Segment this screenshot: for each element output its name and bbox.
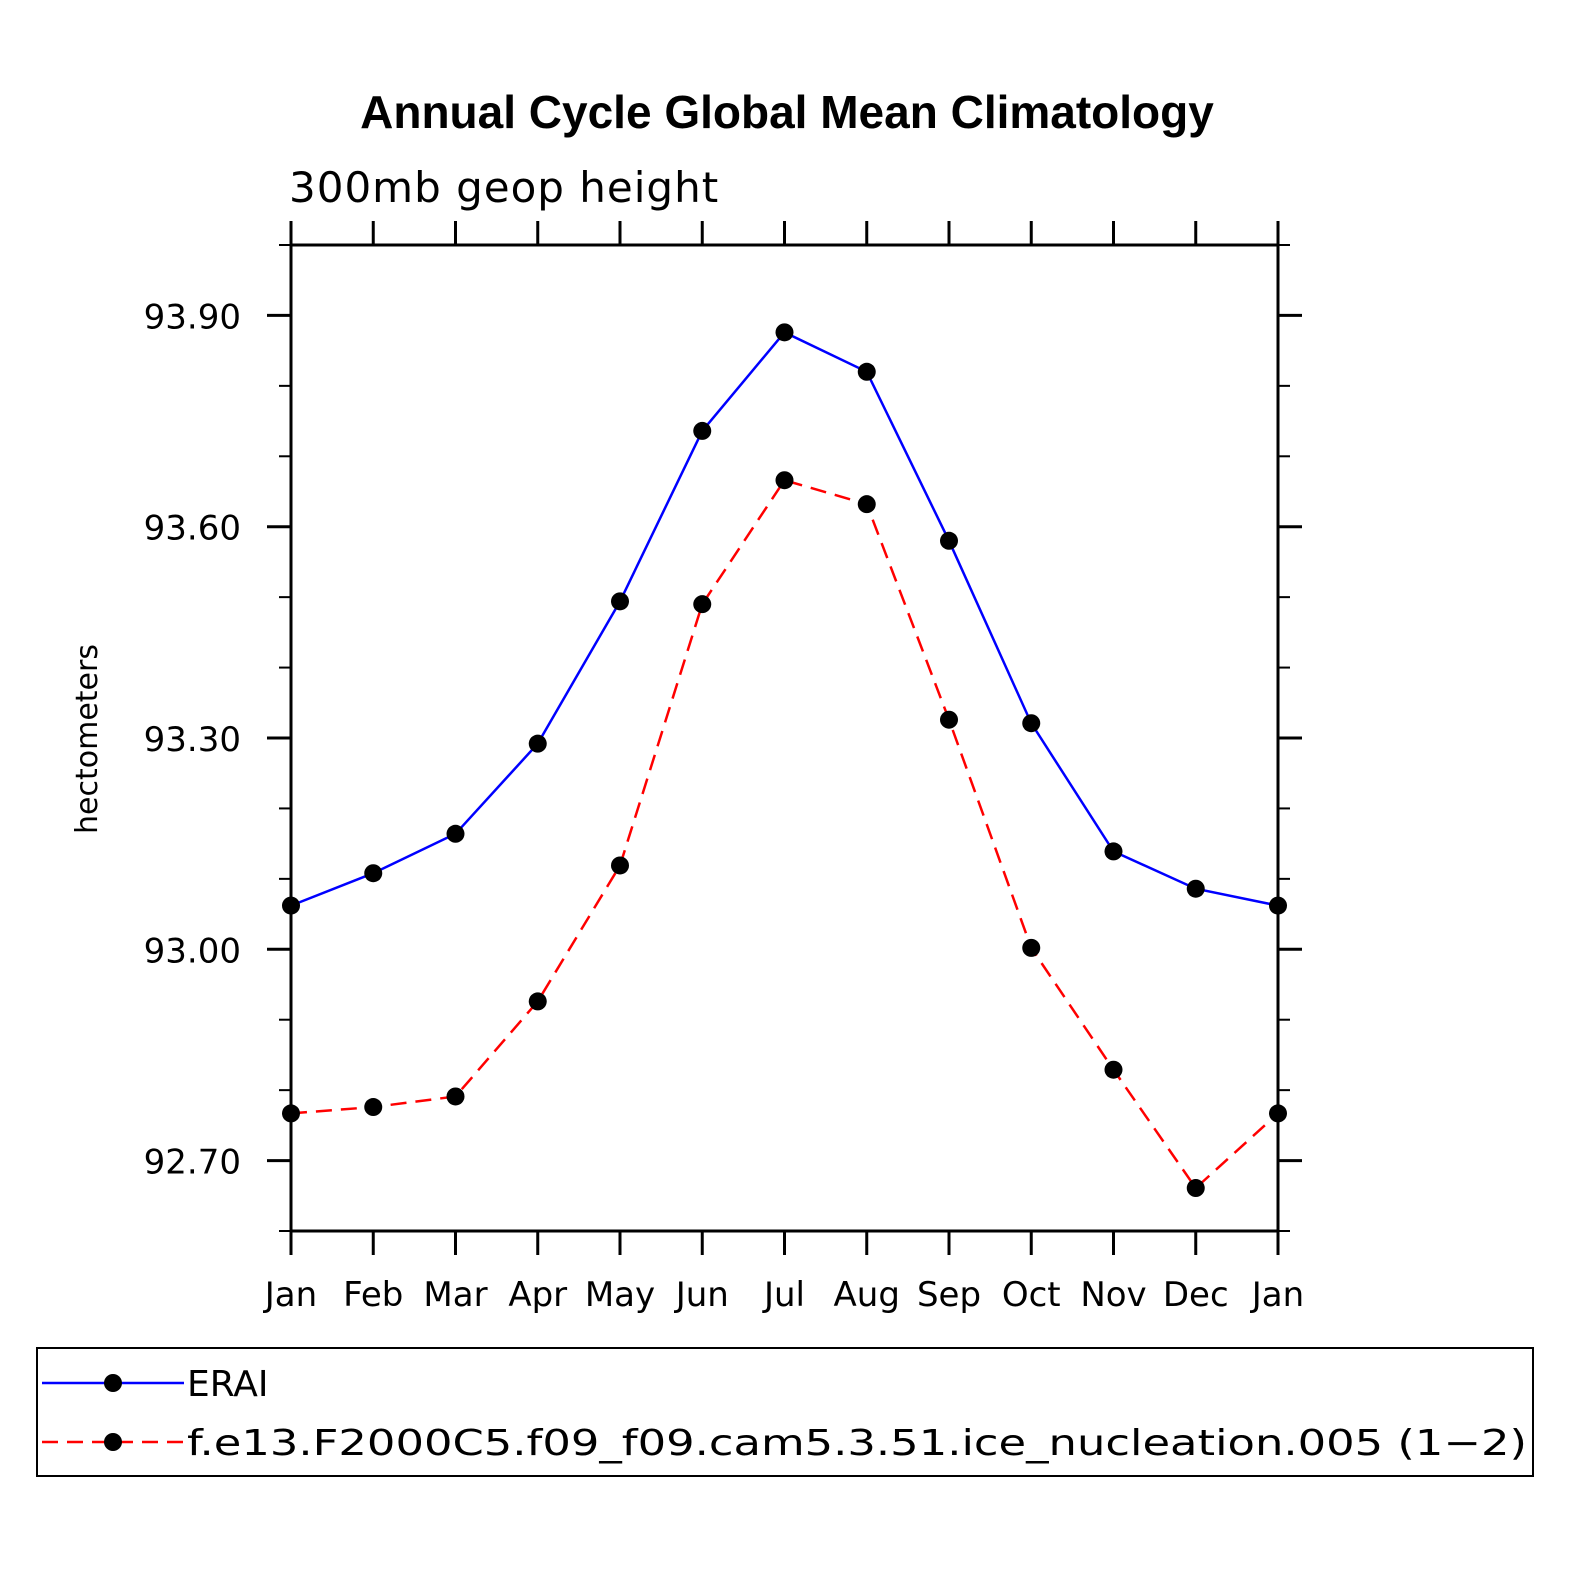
data-point-model <box>1269 1104 1287 1123</box>
data-point-erai <box>693 421 712 440</box>
data-point-model <box>1104 1060 1123 1079</box>
data-point-model <box>857 495 876 514</box>
data-point-model <box>1186 1179 1205 1198</box>
data-point-model <box>940 710 958 729</box>
series-line-model <box>290 478 1279 1190</box>
x-tick-label: Jul <box>762 1275 805 1315</box>
data-point-model <box>1022 938 1041 957</box>
x-tick-label: Sep <box>917 1275 981 1315</box>
legend-marker-erai <box>104 1374 122 1392</box>
data-point-model <box>693 595 712 614</box>
data-point-erai <box>282 896 300 915</box>
plot-frame <box>289 243 1280 1233</box>
data-point-erai <box>940 531 958 550</box>
data-point-model <box>364 1098 383 1117</box>
x-tick-label: Mar <box>423 1275 487 1315</box>
data-point-erai <box>857 362 876 381</box>
legend: ERAI f.e13.F2000C5.f09_f09.cam5.3.51.ice… <box>36 1347 1534 1477</box>
x-tick-label: Dec <box>1163 1275 1229 1315</box>
y-tick-label: 92.70 <box>144 1143 241 1183</box>
legend-label-model: f.e13.F2000C5.f09_f09.cam5.3.51.ice_nucl… <box>187 1423 1527 1464</box>
y-axis-label: hectometers <box>70 644 105 834</box>
chart-title: Annual Cycle Global Mean Climatology <box>360 86 1214 138</box>
data-point-erai <box>1022 714 1041 733</box>
data-point-model <box>775 471 794 490</box>
legend-label-erai: ERAI <box>187 1364 269 1405</box>
legend-box <box>36 1347 1534 1477</box>
data-point-model <box>611 856 629 875</box>
data-point-erai <box>1104 842 1123 861</box>
data-point-erai <box>364 864 383 883</box>
y-tick-label: 93.30 <box>144 720 241 760</box>
data-point-erai <box>775 323 794 342</box>
data-point-erai <box>611 592 629 611</box>
data-point-model <box>528 992 547 1011</box>
y-tick-label: 93.90 <box>144 297 241 337</box>
x-tick-label: Jun <box>674 1275 729 1315</box>
data-point-erai <box>446 824 465 843</box>
x-tick-label: Nov <box>1080 1275 1146 1315</box>
chart-subtitle: 300mb geop height <box>289 163 719 212</box>
data-point-erai <box>1269 896 1287 915</box>
legend-marker-model <box>104 1433 122 1451</box>
y-tick-label: 93.60 <box>144 509 241 549</box>
x-tick-label: Aug <box>834 1275 900 1315</box>
x-tick-label: Feb <box>343 1275 403 1315</box>
x-tick-label: Oct <box>1002 1275 1061 1315</box>
data-point-model <box>446 1087 465 1106</box>
data-point-model <box>282 1104 300 1123</box>
x-tick-label: Jan <box>263 1275 317 1315</box>
x-tick-label: Jan <box>1250 1275 1304 1315</box>
series-line-erai <box>290 330 1279 907</box>
x-tick-label: May <box>585 1275 655 1315</box>
y-tick-label: 93.00 <box>144 931 241 971</box>
data-point-erai <box>1186 879 1205 898</box>
axis-ticks: Jan Feb Mar Apr May Jun Jul Aug Sep Oct Nov Dec Jan 9… <box>144 221 1304 1315</box>
series-layer <box>282 323 1287 1198</box>
x-tick-label: Apr <box>508 1275 567 1315</box>
data-point-erai <box>528 734 547 753</box>
